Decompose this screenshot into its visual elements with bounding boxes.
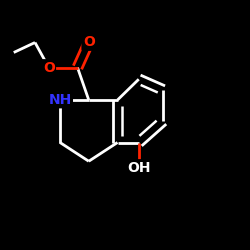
Text: OH: OH bbox=[127, 160, 150, 174]
Text: O: O bbox=[43, 60, 55, 74]
Text: NH: NH bbox=[48, 93, 72, 107]
Text: O: O bbox=[83, 36, 95, 50]
